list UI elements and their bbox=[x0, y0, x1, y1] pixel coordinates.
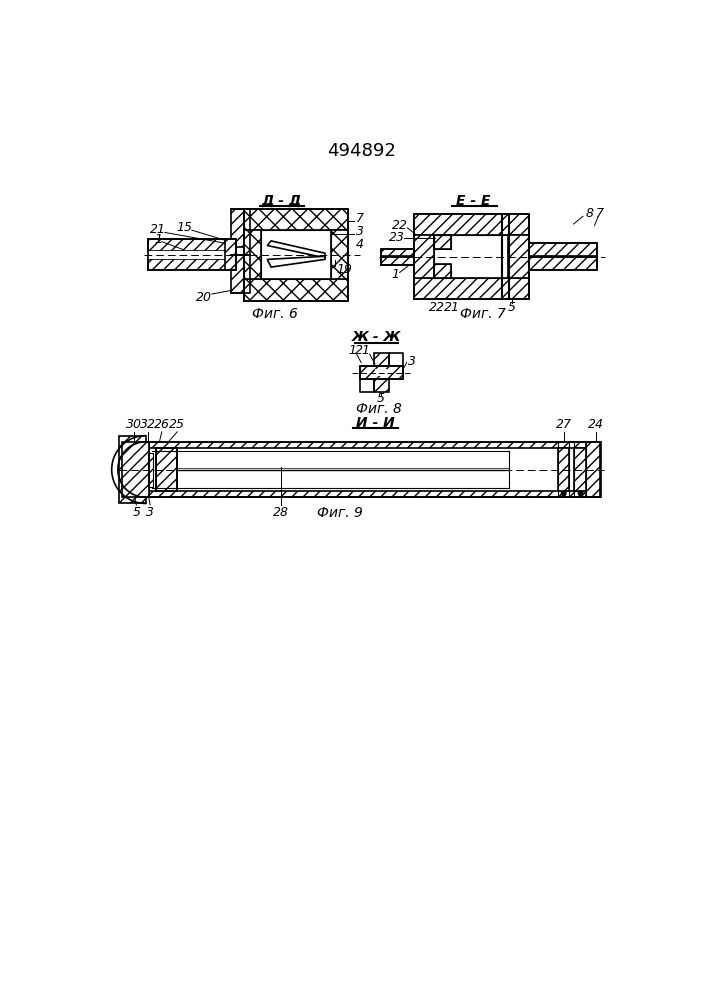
Text: 22: 22 bbox=[392, 219, 409, 232]
Text: Ж - Ж: Ж - Ж bbox=[352, 330, 402, 344]
Bar bbox=[434, 264, 451, 278]
Bar bbox=[148, 453, 153, 487]
Bar bbox=[375, 369, 387, 376]
Bar bbox=[414, 214, 529, 235]
Text: 1: 1 bbox=[348, 344, 356, 358]
Bar bbox=[434, 235, 451, 249]
Text: 21: 21 bbox=[150, 223, 166, 236]
Bar bbox=[148, 259, 227, 270]
Text: 3: 3 bbox=[146, 506, 154, 519]
Polygon shape bbox=[267, 241, 325, 258]
Circle shape bbox=[561, 491, 566, 496]
Bar bbox=[508, 235, 529, 278]
Text: 1: 1 bbox=[391, 267, 399, 280]
Text: 15: 15 bbox=[176, 221, 192, 234]
Bar bbox=[558, 448, 569, 491]
Bar bbox=[146, 491, 600, 497]
Text: 19: 19 bbox=[337, 263, 353, 276]
Text: 8: 8 bbox=[585, 207, 593, 220]
Polygon shape bbox=[267, 256, 325, 267]
Text: 7: 7 bbox=[356, 212, 364, 225]
Text: Фиг. 7: Фиг. 7 bbox=[460, 307, 506, 321]
Text: 30: 30 bbox=[126, 418, 142, 431]
Circle shape bbox=[578, 491, 583, 496]
Bar bbox=[148, 239, 227, 251]
Text: 5: 5 bbox=[508, 301, 516, 314]
Text: 3: 3 bbox=[408, 355, 416, 368]
Text: 21: 21 bbox=[444, 301, 460, 314]
Text: Фиг. 8: Фиг. 8 bbox=[356, 402, 402, 416]
Text: 7: 7 bbox=[596, 207, 604, 220]
Bar bbox=[373, 379, 389, 392]
Text: 28: 28 bbox=[273, 506, 289, 519]
Text: 21: 21 bbox=[355, 344, 370, 358]
Text: Фиг. 6: Фиг. 6 bbox=[252, 307, 298, 321]
Text: 24: 24 bbox=[588, 418, 604, 431]
Bar bbox=[148, 251, 227, 259]
Bar bbox=[414, 235, 434, 278]
Bar bbox=[244, 230, 261, 279]
Text: 4: 4 bbox=[356, 238, 364, 251]
Text: 5: 5 bbox=[378, 392, 385, 405]
Text: 20: 20 bbox=[196, 291, 212, 304]
Bar bbox=[156, 448, 177, 491]
Bar bbox=[261, 230, 331, 279]
Text: Фиг. 9: Фиг. 9 bbox=[317, 506, 363, 520]
Bar bbox=[381, 249, 414, 256]
Bar bbox=[360, 366, 403, 379]
Text: И - И: И - И bbox=[356, 416, 395, 430]
Text: 494892: 494892 bbox=[327, 142, 397, 160]
Bar bbox=[244, 209, 348, 230]
Text: 3: 3 bbox=[356, 225, 364, 238]
Text: 25: 25 bbox=[169, 418, 185, 431]
Bar bbox=[122, 442, 149, 497]
Bar bbox=[231, 209, 250, 247]
Bar bbox=[414, 278, 529, 299]
Text: Д - Д: Д - Д bbox=[261, 194, 301, 208]
Bar bbox=[381, 257, 414, 265]
Text: 27: 27 bbox=[556, 418, 572, 431]
Text: 32: 32 bbox=[140, 418, 156, 431]
Bar bbox=[225, 239, 236, 270]
Text: 26: 26 bbox=[153, 418, 170, 431]
Bar bbox=[529, 243, 597, 256]
Text: E - E: E - E bbox=[456, 194, 491, 208]
Bar bbox=[331, 230, 348, 279]
Bar bbox=[529, 257, 597, 270]
Text: 1: 1 bbox=[154, 233, 162, 246]
Text: 23: 23 bbox=[389, 231, 404, 244]
Bar bbox=[373, 353, 389, 366]
Bar bbox=[434, 235, 508, 278]
Text: 5: 5 bbox=[132, 506, 141, 519]
Bar bbox=[146, 442, 600, 448]
Text: 22: 22 bbox=[428, 301, 445, 314]
Bar bbox=[231, 255, 250, 293]
Bar bbox=[152, 451, 509, 488]
Bar bbox=[119, 436, 146, 503]
Bar bbox=[575, 448, 586, 491]
Bar bbox=[586, 442, 602, 497]
Bar bbox=[244, 279, 348, 301]
